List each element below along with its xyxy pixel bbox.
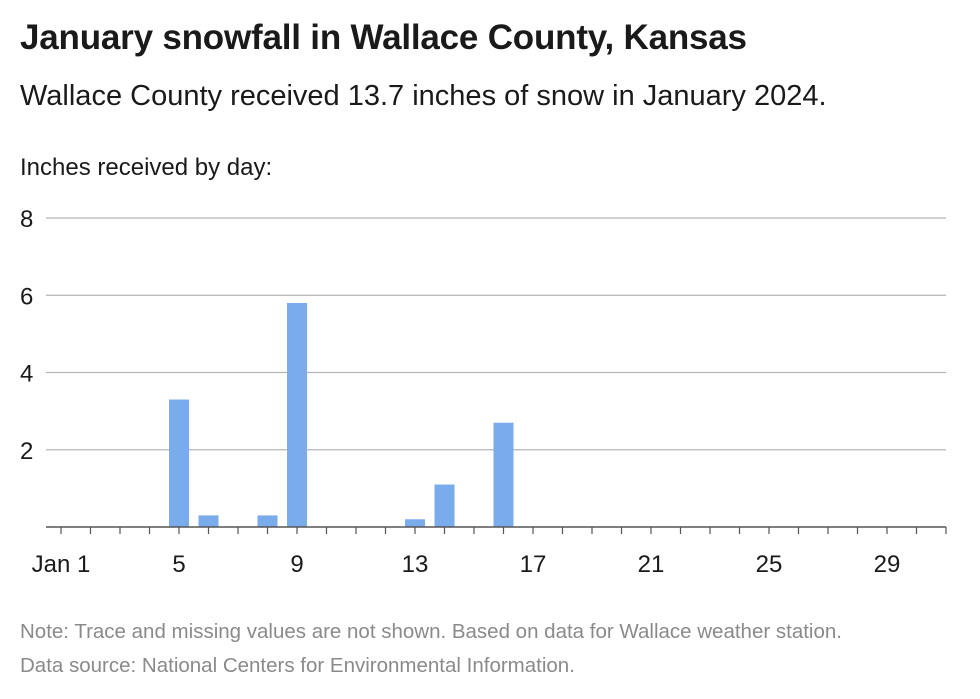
x-tick-label: 25 bbox=[756, 551, 783, 578]
y-tick-label: 4 bbox=[20, 361, 33, 388]
x-tick-label: 5 bbox=[172, 551, 185, 578]
bar-day-6 bbox=[198, 515, 219, 527]
y-tick-label: 6 bbox=[20, 283, 33, 310]
bar-day-5 bbox=[169, 399, 189, 527]
x-tick-label: 9 bbox=[290, 551, 303, 578]
x-axis: Jan 1 5 9 13 17 21 25 29 bbox=[32, 526, 947, 578]
bar-day-13 bbox=[405, 519, 425, 527]
y-axis-label: Inches received by day: bbox=[20, 154, 273, 181]
x-tick-label: 21 bbox=[638, 551, 665, 578]
bar-day-14 bbox=[434, 484, 455, 527]
chart-note: Note: Trace and missing values are not s… bbox=[20, 620, 842, 643]
gridlines: 2 4 6 8 bbox=[20, 206, 946, 465]
bars bbox=[169, 302, 514, 527]
chart-title: January snowfall in Wallace County, Kans… bbox=[20, 18, 747, 57]
bar-day-8 bbox=[257, 515, 278, 527]
x-tick-label: 13 bbox=[402, 551, 429, 578]
bar-day-9 bbox=[287, 302, 307, 527]
y-tick-label: 2 bbox=[20, 438, 33, 465]
y-tick-label: 8 bbox=[20, 206, 33, 233]
x-tick-label: 17 bbox=[520, 551, 547, 578]
data-source: Data source: National Centers for Enviro… bbox=[20, 654, 575, 677]
bar-day-16 bbox=[493, 422, 514, 527]
chart-subtitle: Wallace County received 13.7 inches of s… bbox=[20, 80, 827, 112]
x-tick-label: 29 bbox=[874, 551, 901, 578]
x-tick-label: Jan 1 bbox=[32, 551, 91, 578]
snowfall-bar-chart: 2 4 6 8 Jan 1 5 9 13 17 21 25 29 bbox=[20, 206, 947, 578]
